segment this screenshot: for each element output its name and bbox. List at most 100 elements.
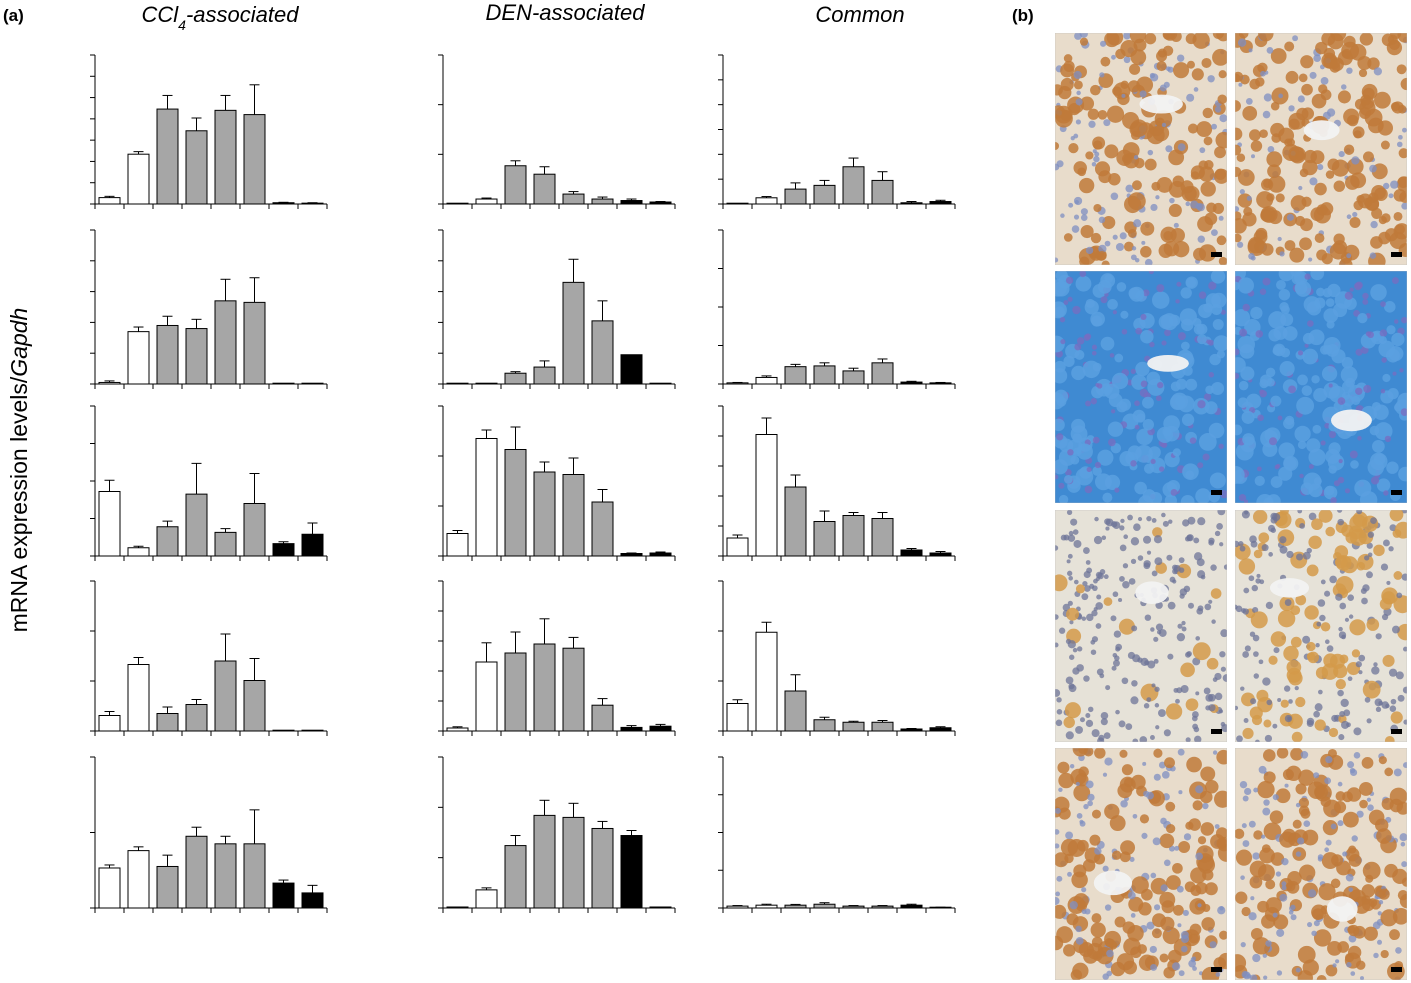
cell: [1248, 48, 1253, 53]
cell: [1189, 923, 1202, 936]
cell: [1208, 537, 1215, 544]
cell: [1192, 318, 1202, 327]
cell: [1309, 71, 1317, 79]
cell: [1270, 395, 1282, 407]
cell: [1099, 569, 1106, 575]
cell: [1196, 323, 1208, 335]
cell: [1337, 781, 1343, 787]
cell: [1387, 388, 1399, 400]
cell: [1236, 735, 1243, 742]
chart-cbr3: [90, 405, 328, 561]
cell: [1143, 703, 1150, 709]
cell: [1143, 562, 1151, 570]
cell: [1220, 629, 1227, 638]
cell: [1284, 783, 1289, 788]
cell: [1084, 333, 1092, 340]
cell: [1085, 560, 1091, 565]
cell: [1388, 193, 1394, 199]
cell: [1308, 535, 1322, 550]
cell: [1328, 383, 1333, 388]
cell: [1214, 692, 1223, 701]
cell: [1186, 534, 1193, 541]
bar-P3: [214, 109, 237, 205]
bar-P3: [214, 660, 237, 732]
cell: [1168, 949, 1182, 964]
cell: [1208, 372, 1215, 378]
cell: [1185, 698, 1199, 711]
bar-E16.5: [475, 438, 498, 557]
cell: [1178, 970, 1185, 977]
cell: [1153, 748, 1163, 758]
cell: [1083, 585, 1091, 592]
cell: [1163, 33, 1176, 40]
cell: [1241, 510, 1250, 519]
bar-P6: [871, 362, 894, 385]
cell: [1066, 607, 1080, 621]
bar-E13.5: [98, 381, 121, 385]
bar-P0: [504, 165, 527, 205]
cell: [1197, 517, 1206, 526]
cell: [1055, 545, 1059, 551]
cell: [1257, 62, 1268, 73]
cell: [1219, 906, 1224, 911]
cell: [1329, 575, 1337, 584]
cell: [1321, 52, 1338, 69]
cell: [1355, 281, 1363, 290]
chart-gpc3: [438, 405, 676, 561]
cell: [1389, 510, 1404, 522]
column-title-den: DEN-associated: [486, 0, 646, 25]
cell: [1297, 510, 1303, 514]
cell: [1338, 150, 1345, 158]
cell: [1299, 473, 1304, 479]
cell: [1240, 875, 1245, 880]
cell: [1219, 114, 1227, 123]
cell: [1384, 767, 1394, 777]
cell: [1103, 597, 1113, 606]
cell: [1263, 771, 1276, 784]
cell: [1390, 102, 1401, 112]
bar-P6: [591, 704, 614, 732]
cell: [1389, 929, 1400, 941]
cell: [1182, 463, 1199, 481]
cell: [1094, 847, 1102, 855]
bar-P6: [243, 114, 266, 205]
cell: [1060, 534, 1067, 541]
cell: [1331, 714, 1339, 722]
cell: [1379, 597, 1392, 611]
cell: [1242, 795, 1249, 802]
cell: [1081, 593, 1089, 601]
cell: [1055, 935, 1064, 951]
cell: [1402, 686, 1407, 694]
cell: [1137, 657, 1143, 663]
cell: [1288, 385, 1296, 394]
cell: [1256, 466, 1262, 472]
cell: [1172, 862, 1183, 874]
bar-P1: [185, 130, 208, 205]
cell: [1123, 33, 1131, 40]
cell: [1180, 945, 1188, 953]
cell: [1306, 320, 1314, 327]
cell: [1088, 120, 1096, 128]
cell: [1181, 413, 1195, 427]
cell: [1170, 392, 1189, 410]
cell: [1358, 68, 1368, 78]
cell: [1123, 56, 1131, 64]
cell: [1135, 327, 1143, 335]
bar-P0: [504, 449, 527, 557]
bar-1m: [272, 882, 295, 909]
cell: [1357, 435, 1362, 441]
cell: [1343, 144, 1355, 155]
cell: [1339, 654, 1349, 664]
cell: [1330, 33, 1347, 42]
cell: [1153, 636, 1159, 642]
cell: [1122, 563, 1129, 569]
cell: [1348, 845, 1357, 854]
cell: [1175, 299, 1180, 304]
cell: [1384, 863, 1398, 878]
cell: [1238, 494, 1247, 502]
cell: [1258, 33, 1274, 42]
cell: [1284, 240, 1296, 251]
cell: [1192, 33, 1210, 49]
bar-P6: [243, 503, 266, 557]
